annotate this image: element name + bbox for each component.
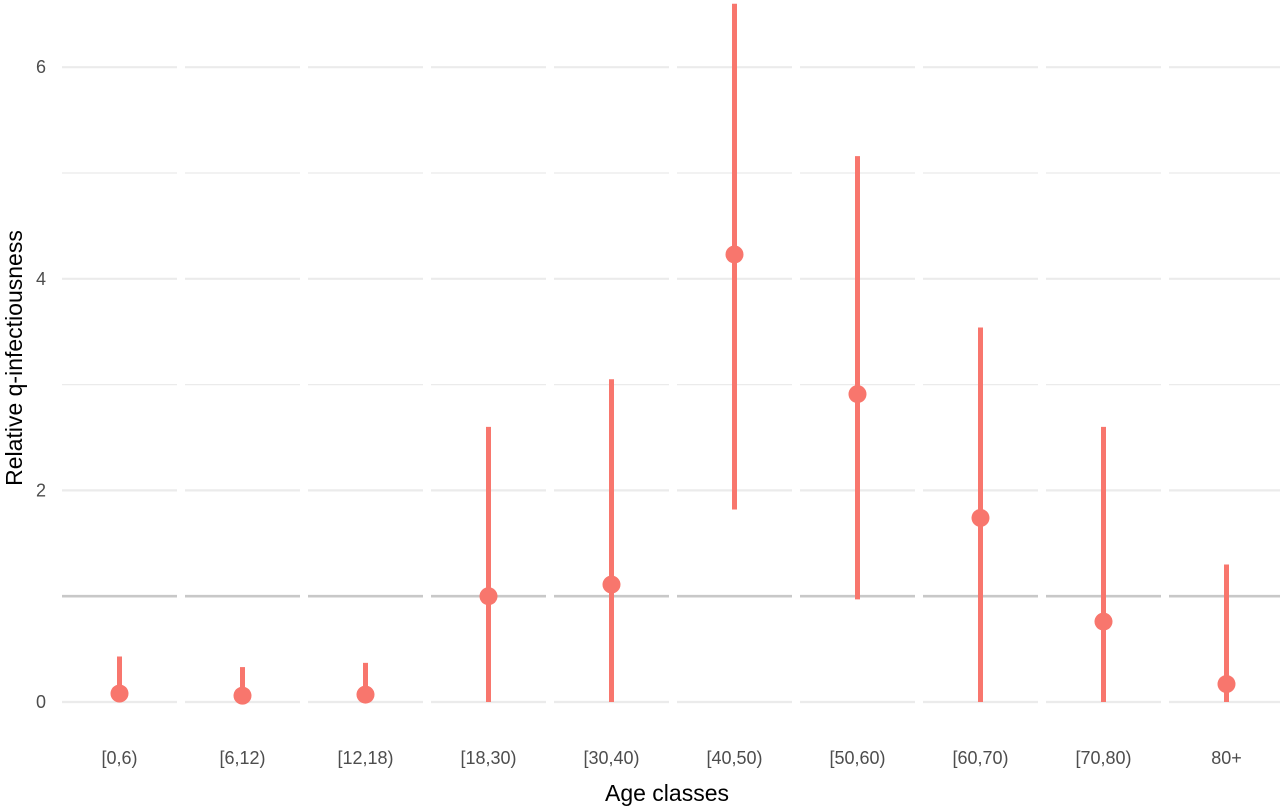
x-tick-label: 80+ <box>1211 748 1242 768</box>
y-tick-label: 6 <box>36 57 46 77</box>
estimate-point <box>233 686 252 705</box>
estimate-point <box>602 575 621 594</box>
estimate-point <box>1217 675 1236 694</box>
x-tick-label: [40,50) <box>706 748 762 768</box>
estimate-points <box>110 245 1236 705</box>
x-tick-label: [6,12) <box>219 748 265 768</box>
x-tick-label: [18,30) <box>460 748 516 768</box>
y-tick-label: 2 <box>36 480 46 500</box>
estimate-point <box>479 587 498 606</box>
estimate-point <box>848 385 867 404</box>
x-tick-label: [70,80) <box>1075 748 1131 768</box>
x-axis-ticks: [0,6) [6,12) [12,18) [18,30) [30,40) [40,50) [… <box>101 748 1241 768</box>
y-axis-title: Relative q-infectiousness <box>1 230 27 486</box>
x-axis-title: Age classes <box>605 780 729 806</box>
x-tick-label: [50,60) <box>829 748 885 768</box>
y-tick-label: 4 <box>36 269 46 289</box>
x-tick-label: [0,6) <box>101 748 137 768</box>
estimate-point <box>1094 612 1113 631</box>
x-tick-label: [30,40) <box>583 748 639 768</box>
x-tick-label: [12,18) <box>337 748 393 768</box>
estimate-point <box>725 245 744 264</box>
estimate-point <box>971 508 990 527</box>
estimate-point <box>356 685 375 704</box>
x-tick-label: [60,70) <box>952 748 1008 768</box>
estimate-point <box>110 684 129 703</box>
grid-lines <box>62 66 1280 704</box>
y-tick-label: 0 <box>36 692 46 712</box>
y-axis-ticks: 0 2 4 6 <box>36 57 46 712</box>
